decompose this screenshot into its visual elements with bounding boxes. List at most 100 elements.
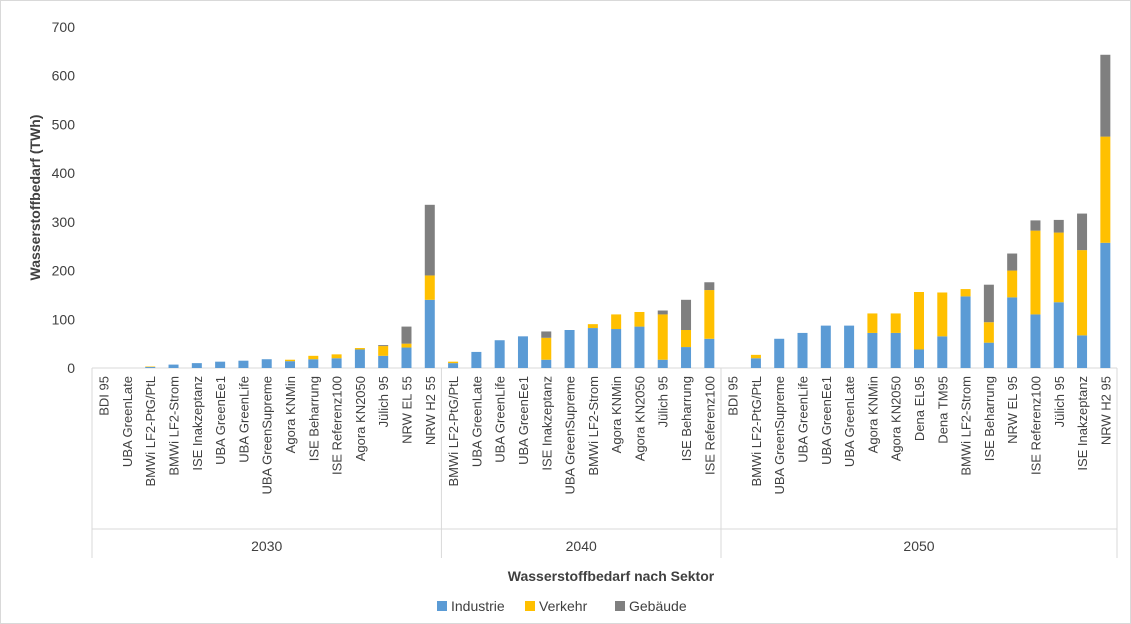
x-tick-label: UBA GreenLate — [120, 376, 135, 467]
x-tick-label: BMWi LF2-Strom — [959, 376, 974, 476]
bar-segment-gebäude — [657, 310, 668, 315]
x-tick-label: ISE Beharrung — [679, 376, 694, 461]
bar-segment-industrie — [285, 361, 296, 368]
group-label: 2030 — [251, 538, 282, 554]
bar-segment-industrie — [681, 347, 692, 368]
bar-segment-gebäude — [681, 299, 692, 331]
bar-segment-industrie — [308, 359, 319, 368]
bar-segment-verkehr — [378, 346, 389, 356]
x-tick-label: UBA GreenLate — [469, 376, 484, 467]
x-tick-label: ISE Beharrung — [306, 376, 321, 461]
bar-segment-industrie — [587, 328, 598, 368]
bar-segment-verkehr — [867, 313, 878, 333]
bar-segment-verkehr — [331, 354, 342, 359]
x-tick-label: UBA GreenSupreme — [260, 376, 275, 495]
bar-segment-industrie — [354, 349, 365, 368]
x-tick-label: NRW H2 55 — [423, 376, 438, 445]
bar-segment-industrie — [844, 325, 855, 368]
legend-label-industrie: Industrie — [451, 598, 505, 614]
x-tick-label: BMWi LF2-PtG/PtL — [143, 376, 158, 487]
bar-segment-industrie — [797, 332, 808, 368]
x-tick-label: UBA GreenSupreme — [772, 376, 787, 495]
x-tick-label: UBA GreenLate — [842, 376, 857, 467]
bar-segment-industrie — [564, 330, 575, 368]
bar-segment-verkehr — [634, 311, 645, 327]
bar-segment-industrie — [331, 358, 342, 368]
group-label: 2040 — [566, 538, 597, 554]
bar-segment-verkehr — [1077, 250, 1088, 336]
x-tick-label: ISE Referenz100 — [330, 376, 345, 475]
x-tick-label: ISE Referenz100 — [702, 376, 717, 475]
bar-segment-verkehr — [1053, 232, 1064, 303]
bar-segment-industrie — [634, 326, 645, 368]
bar-segment-verkehr — [611, 314, 622, 330]
x-tick-label: Agora KNMin — [283, 376, 298, 453]
bar-segment-verkehr — [913, 292, 924, 350]
x-tick-label: BMWi LF2-PtG/PtL — [446, 376, 461, 487]
x-tick-label: BMWi LF2-PtG/PtL — [749, 376, 764, 487]
x-tick-label: ISE Inakzeptanz — [1075, 376, 1090, 471]
x-tick-label: Agora KN2050 — [632, 376, 647, 461]
bar-segment-industrie — [494, 340, 505, 368]
bar-segment-gebäude — [401, 326, 412, 344]
x-tick-label: Agora KNMin — [609, 376, 624, 453]
bar-segment-industrie — [168, 364, 179, 368]
x-tick-label: UBA GreenSupreme — [563, 376, 578, 495]
bar-segment-industrie — [1100, 242, 1111, 368]
x-tick-label: UBA GreenLife — [493, 376, 508, 463]
bar-segment-industrie — [238, 360, 249, 368]
bar-segment-industrie — [820, 325, 831, 368]
bar-segment-verkehr — [890, 313, 901, 333]
bar-segment-industrie — [471, 351, 482, 368]
x-tick-label: NRW EL 55 — [399, 376, 414, 444]
legend-label-verkehr: Verkehr — [539, 598, 588, 614]
x-tick-label: ISE Beharrung — [982, 376, 997, 461]
bar-segment-industrie — [1077, 335, 1088, 368]
bar-segment-verkehr — [983, 322, 994, 343]
bar-segment-verkehr — [1007, 270, 1018, 298]
legend-swatch-industrie — [437, 601, 447, 611]
bar-segment-verkehr — [401, 343, 412, 348]
bar-segment-industrie — [983, 342, 994, 368]
bar-segment-gebäude — [1007, 253, 1018, 271]
bar-segment-industrie — [448, 363, 459, 368]
x-tick-label: Jülich 95 — [376, 376, 391, 427]
bar-segment-gebäude — [1100, 54, 1111, 137]
y-tick-label: 100 — [52, 311, 76, 327]
bar-segment-verkehr — [1100, 136, 1111, 243]
x-tick-label: UBA GreenEe1 — [213, 376, 228, 465]
bar-segment-industrie — [611, 329, 622, 368]
bar-segment-industrie — [774, 338, 785, 368]
x-tick-label: Agora KN2050 — [353, 376, 368, 461]
legend-swatch-verkehr — [525, 601, 535, 611]
bar-segment-verkehr — [354, 348, 365, 350]
y-tick-label: 0 — [67, 360, 75, 376]
legend-swatch-gebäude — [615, 601, 625, 611]
y-tick-label: 300 — [52, 214, 76, 230]
bar-segment-verkehr — [541, 337, 552, 360]
bar-segment-verkehr — [424, 275, 435, 300]
bar-segment-gebäude — [424, 204, 435, 276]
bar-segment-industrie — [937, 336, 948, 368]
bar-segment-verkehr — [750, 354, 761, 359]
x-tick-label: UBA GreenLife — [236, 376, 251, 463]
bar-segment-industrie — [867, 332, 878, 368]
bar-segment-gebäude — [1077, 213, 1088, 251]
bar-segment-gebäude — [378, 345, 389, 347]
bar-segment-gebäude — [1030, 220, 1041, 231]
y-tick-label: 700 — [52, 19, 76, 35]
x-tick-label: BDI 95 — [97, 376, 112, 416]
y-tick-label: 600 — [52, 68, 76, 84]
bar-segment-verkehr — [960, 289, 971, 297]
y-tick-label: 200 — [52, 263, 76, 279]
y-axis-title: Wasserstoffbedarf (TWh) — [27, 115, 43, 281]
bar-segment-industrie — [145, 367, 156, 368]
x-tick-label: ISE Inakzeptanz — [190, 376, 205, 471]
bar-segment-verkehr — [285, 359, 296, 362]
x-tick-label: NRW H2 95 — [1098, 376, 1113, 445]
x-tick-label: BMWi LF2-Strom — [586, 376, 601, 476]
y-tick-label: 400 — [52, 165, 76, 181]
x-tick-label: UBA GreenEe1 — [819, 376, 834, 465]
x-tick-label: ISE Referenz100 — [1028, 376, 1043, 475]
bar-segment-industrie — [657, 359, 668, 368]
